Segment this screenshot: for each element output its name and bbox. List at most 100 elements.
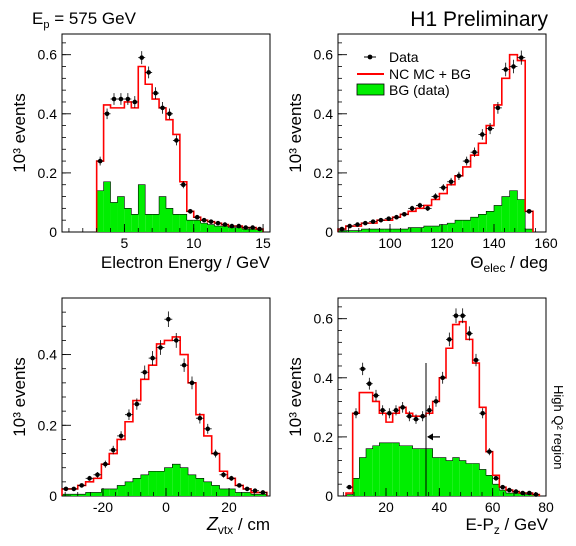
- data-marker: [370, 219, 376, 224]
- data-marker: [339, 226, 345, 232]
- bg-bar: [392, 442, 400, 496]
- data-point: [501, 62, 510, 77]
- legend-bg: BG (data): [356, 82, 450, 98]
- data-marker: [229, 223, 235, 229]
- data-point: [399, 402, 406, 413]
- data-marker: [480, 132, 485, 137]
- data-point: [188, 376, 196, 390]
- data-marker: [393, 407, 399, 413]
- cut-marker: [425, 363, 440, 496]
- region-label: High Q² region: [551, 385, 566, 470]
- data-point: [131, 96, 139, 108]
- data-point: [361, 220, 370, 226]
- bg-bar: [140, 474, 149, 496]
- data-marker: [103, 461, 108, 467]
- data-marker: [511, 64, 516, 69]
- data-marker: [355, 222, 360, 227]
- bg-bar: [96, 190, 104, 232]
- data-point: [180, 358, 189, 372]
- x-tick-label: 80: [538, 499, 554, 515]
- x-tick-label: 60: [485, 499, 501, 515]
- data-marker: [134, 401, 140, 407]
- data-point: [124, 93, 132, 105]
- bg-bar: [211, 485, 220, 496]
- data-marker: [409, 206, 415, 211]
- data-point: [431, 193, 440, 200]
- bg-bar: [494, 205, 502, 232]
- data-point: [117, 431, 126, 441]
- x-axis-label-main: E-P: [465, 515, 493, 534]
- panel-electron-energy: 5 10 15 0 0.2 0.4 0.6 Electron Energy / GeV 10…: [10, 33, 271, 272]
- data-marker: [63, 486, 69, 492]
- data-point: [377, 217, 385, 223]
- data-point: [408, 205, 416, 212]
- data-marker: [526, 209, 532, 214]
- data-point: [446, 332, 453, 347]
- y-tick-label: 0: [325, 224, 333, 240]
- data-point: [432, 396, 440, 407]
- bg-bar: [117, 485, 126, 496]
- data-point: [193, 214, 201, 220]
- bg-histogram: [337, 190, 534, 232]
- x-axis-label-unit: / GeV: [500, 515, 549, 534]
- data-marker: [205, 426, 211, 432]
- data-point: [506, 487, 513, 493]
- data-point: [466, 326, 473, 341]
- bg-bar: [345, 230, 354, 232]
- x-axis-label: E-Pz / GeV: [465, 515, 548, 537]
- bg-bar: [359, 457, 366, 496]
- data-marker: [257, 226, 262, 232]
- x-tick-label: 20: [378, 499, 394, 515]
- data-point: [93, 471, 102, 478]
- bg-bar: [200, 223, 208, 232]
- data-point: [455, 171, 463, 180]
- data-point: [486, 122, 494, 135]
- x-tick-label: 20: [221, 499, 237, 515]
- axes: 5 10 15 0 0.2 0.4 0.6: [38, 42, 271, 251]
- bg-bar: [77, 494, 86, 496]
- data-marker: [167, 111, 172, 117]
- data-marker: [473, 357, 479, 363]
- data-point: [251, 488, 259, 493]
- bg-bar: [492, 484, 500, 496]
- bg-bar: [386, 442, 393, 496]
- legend-data-label: Data: [389, 49, 419, 65]
- bg-bar: [166, 208, 173, 232]
- beam-energy-label: Ep = 575 GeV: [32, 9, 137, 31]
- data-point: [243, 486, 252, 492]
- data-marker: [433, 399, 439, 404]
- data-point: [138, 51, 146, 65]
- bg-bar: [235, 492, 244, 496]
- data-point: [359, 362, 366, 376]
- axes: 20 40 60 80 0 0.2 0.4 0.6: [314, 306, 554, 515]
- y-tick-label: 0.6: [38, 47, 58, 63]
- data-marker: [111, 96, 117, 102]
- data-point: [462, 156, 471, 166]
- data-marker: [500, 484, 505, 490]
- data-point: [172, 135, 180, 146]
- y-tick-label: 0.2: [38, 165, 58, 181]
- data-marker: [201, 217, 207, 223]
- panel-e-minus-pz: 20 40 60 80 0 0.2 0.4 0.6 10³ events E-Pz / GeV: [286, 297, 554, 537]
- data-marker: [236, 483, 242, 488]
- data-point: [258, 490, 267, 495]
- bg-bar: [377, 229, 385, 232]
- y-tick-label: 0.6: [314, 47, 334, 63]
- data-marker: [347, 223, 353, 229]
- x-tick-label: 160: [534, 235, 558, 251]
- data-marker: [417, 203, 423, 208]
- data-point: [101, 460, 110, 468]
- data-marker: [197, 415, 203, 421]
- bg-bar: [400, 229, 409, 232]
- data-marker: [347, 484, 352, 490]
- bg-bar: [455, 220, 463, 232]
- bg-bar: [117, 196, 125, 232]
- bg-bar: [517, 199, 526, 232]
- bg-bar: [408, 227, 416, 232]
- data-marker: [456, 173, 462, 179]
- bg-bar: [251, 494, 259, 496]
- data-point: [117, 93, 125, 105]
- data-point: [145, 66, 153, 79]
- data-marker: [533, 492, 539, 497]
- axes: 100 120 140 160 0 0.2 0.4 0.6: [314, 42, 558, 251]
